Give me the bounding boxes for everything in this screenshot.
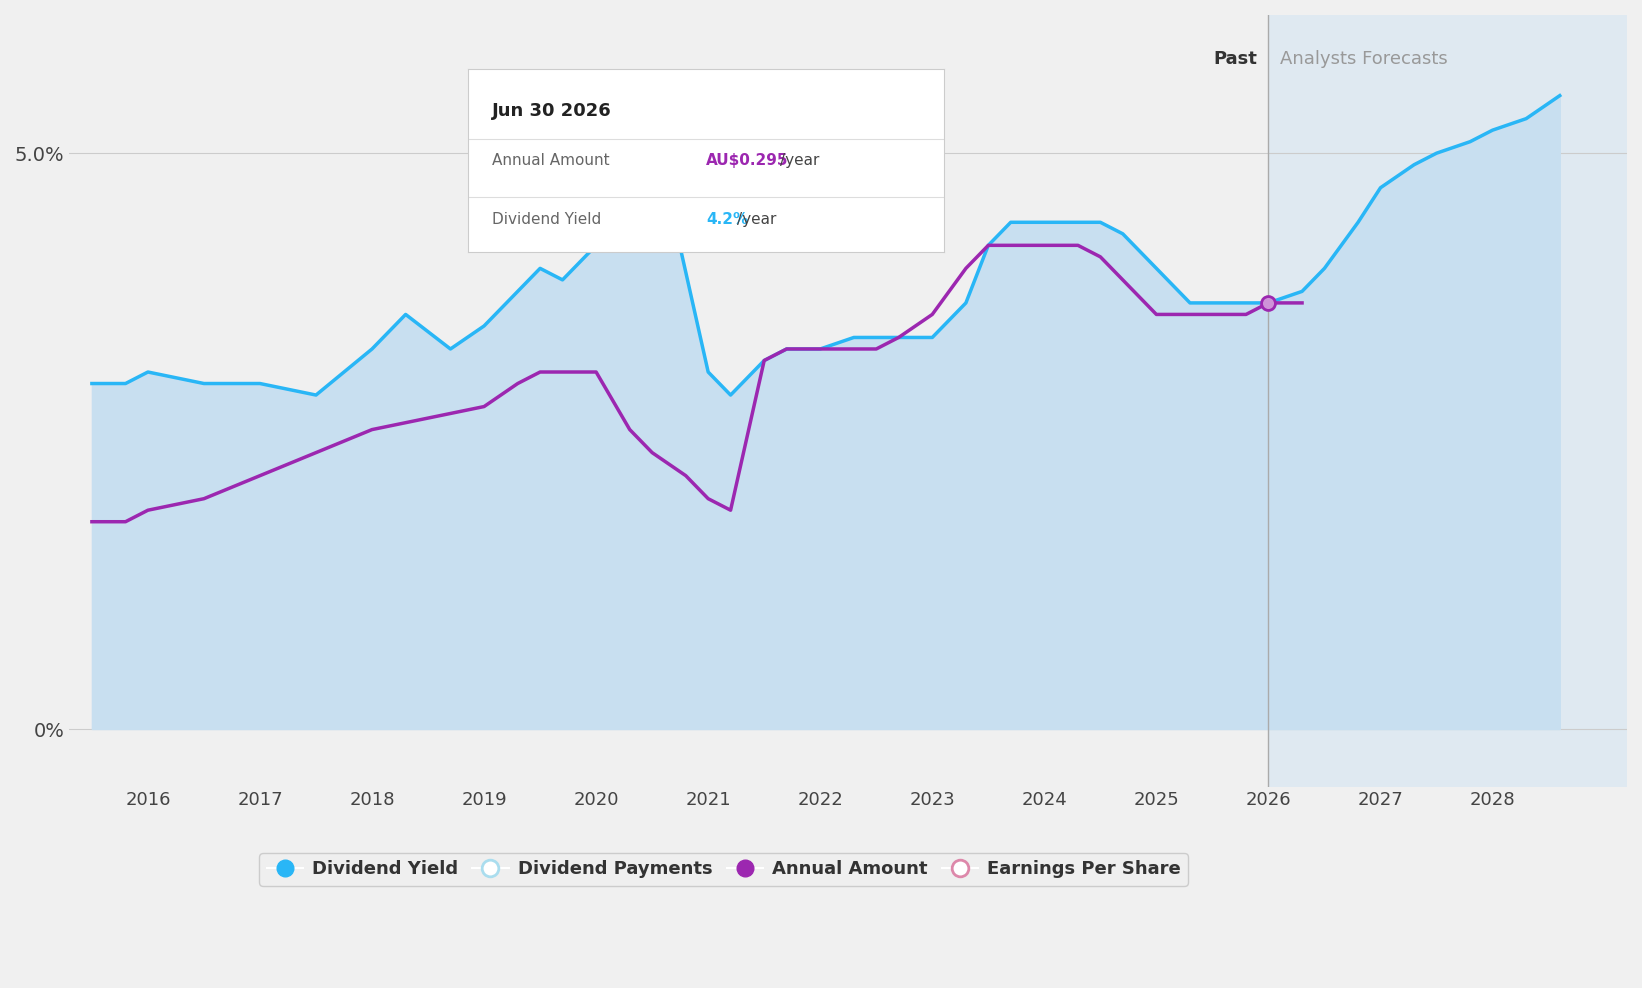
Legend: Dividend Yield, Dividend Payments, Annual Amount, Earnings Per Share: Dividend Yield, Dividend Payments, Annua… bbox=[259, 854, 1187, 885]
Text: Jun 30 2026: Jun 30 2026 bbox=[493, 102, 611, 121]
Text: /year: /year bbox=[737, 211, 777, 226]
Text: /year: /year bbox=[780, 153, 819, 168]
Text: 4.2%: 4.2% bbox=[706, 211, 749, 226]
Text: AU$0.295: AU$0.295 bbox=[706, 153, 788, 168]
Text: Annual Amount: Annual Amount bbox=[493, 153, 609, 168]
Text: Analysts Forecasts: Analysts Forecasts bbox=[1279, 49, 1447, 67]
Bar bbox=[1268, 15, 1627, 786]
Text: Past: Past bbox=[1213, 49, 1258, 67]
Text: Dividend Yield: Dividend Yield bbox=[493, 211, 601, 226]
